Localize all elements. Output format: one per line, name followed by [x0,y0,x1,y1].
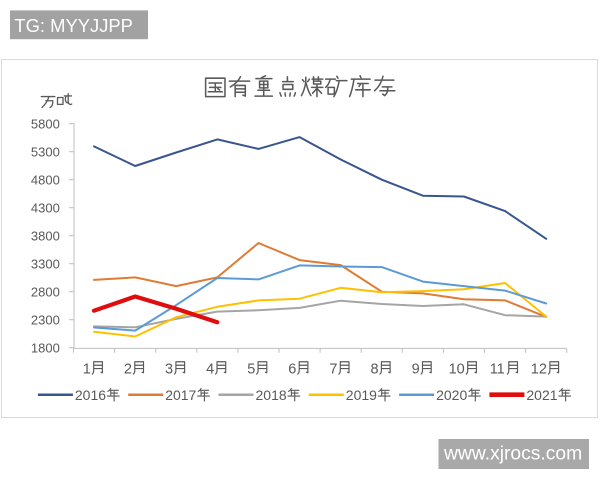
svg-text:5300: 5300 [31,144,60,159]
svg-text:2300: 2300 [31,312,60,327]
svg-text:7: 7 [329,361,337,377]
svg-text:2: 2 [124,361,132,377]
svg-text:10: 10 [449,361,465,377]
svg-text:11: 11 [490,361,505,377]
svg-text:3800: 3800 [31,228,60,243]
svg-text:3: 3 [165,361,173,377]
svg-text:9: 9 [412,361,420,377]
svg-text:5: 5 [247,361,255,377]
svg-text:3300: 3300 [31,256,60,271]
svg-text:12: 12 [531,361,547,377]
svg-text:8: 8 [371,361,379,377]
svg-text:6: 6 [288,361,296,377]
svg-text:2020: 2020 [436,387,467,403]
svg-text:TG: MYYJJPP: TG: MYYJJPP [14,15,133,36]
svg-text:2016: 2016 [75,387,106,403]
svg-text:2800: 2800 [31,284,60,299]
svg-text:2018: 2018 [256,387,287,403]
svg-text:2017: 2017 [165,387,196,403]
svg-text:4300: 4300 [31,200,60,215]
svg-text:1: 1 [83,361,91,377]
svg-text:4: 4 [206,361,214,377]
svg-text:www.xjrocs.com: www.xjrocs.com [443,443,582,464]
svg-text:2021: 2021 [526,387,557,403]
svg-text:2019: 2019 [346,387,377,403]
svg-text:5800: 5800 [31,116,60,131]
svg-text:4800: 4800 [31,172,60,187]
svg-text:1800: 1800 [31,340,60,355]
